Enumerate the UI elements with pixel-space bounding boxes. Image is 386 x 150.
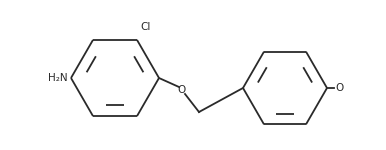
Text: O: O xyxy=(177,85,185,95)
Text: Cl: Cl xyxy=(140,22,151,32)
Text: H₂N: H₂N xyxy=(48,73,68,83)
Text: O: O xyxy=(335,83,343,93)
